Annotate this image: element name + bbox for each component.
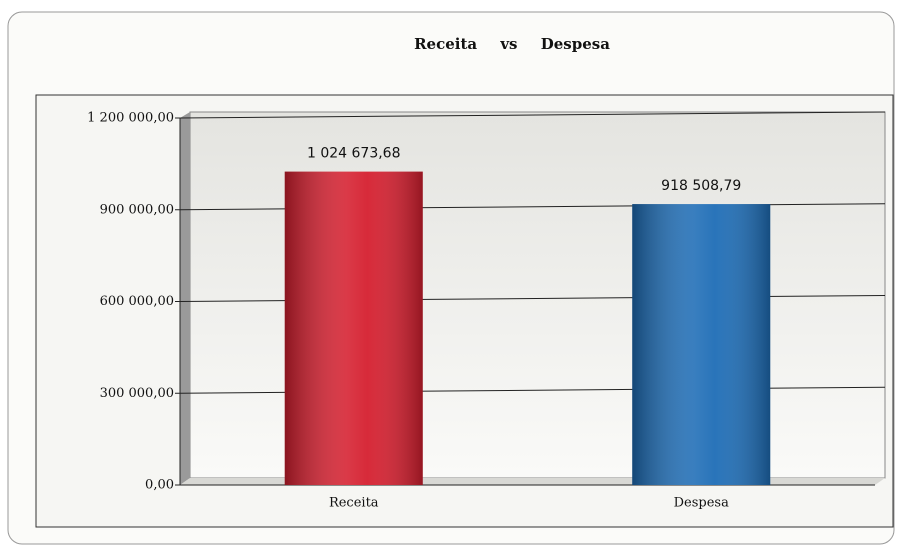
y-tick-label: 300 000,00 [100,386,174,401]
bar-shade [632,204,771,485]
y-tick-label: 0,00 [145,478,174,493]
y-tick-label: 600 000,00 [100,294,174,309]
value-label: 918 508,79 [661,178,741,194]
bar-shade [284,171,423,485]
side-wall [180,112,190,485]
x-tick-label: Despesa [674,496,729,511]
chart-title: Receita vs Despesa [414,35,610,53]
y-tick-label: 1 200 000,00 [87,111,174,126]
x-tick-label: Receita [329,496,379,511]
value-label: 1 024 673,68 [307,146,401,162]
y-tick-label: 900 000,00 [100,202,174,217]
grid-line [179,111,886,119]
